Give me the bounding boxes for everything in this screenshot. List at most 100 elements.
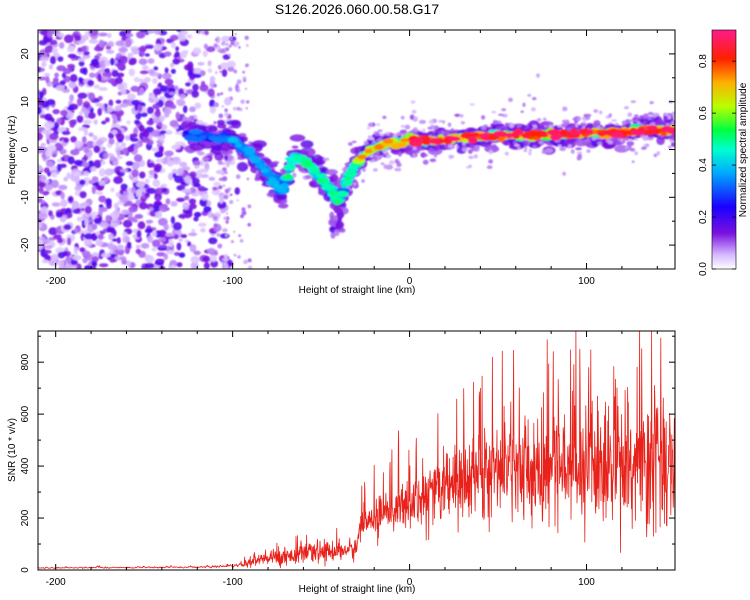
noise-speck	[54, 72, 59, 78]
noise-speck	[178, 214, 187, 219]
signal-halo	[559, 147, 566, 151]
noise-speck	[91, 176, 99, 183]
noise-speck	[247, 222, 251, 227]
noise-speck	[82, 67, 88, 75]
noise-speck	[153, 96, 159, 103]
noise-speck	[70, 149, 80, 156]
noise-speck	[228, 87, 233, 92]
noise-speck	[79, 191, 87, 199]
noise-speck	[105, 214, 111, 223]
signal-halo	[516, 123, 522, 128]
noise-speck	[138, 87, 145, 96]
snr-x-label: Height of straight line (km)	[299, 584, 416, 595]
signal-halo	[543, 124, 548, 128]
noise-speck	[207, 60, 212, 67]
signal-halo	[628, 138, 633, 142]
noise-speck	[151, 231, 157, 237]
signal-halo	[217, 123, 227, 129]
noise-speck	[104, 60, 111, 67]
noise-speck	[245, 107, 248, 110]
signal-core	[427, 138, 441, 144]
signal-halo	[450, 128, 455, 132]
noise-speck	[247, 204, 252, 209]
noise-speck	[228, 53, 231, 57]
signal-halo	[400, 124, 405, 128]
noise-speck	[84, 233, 94, 240]
noise-speck	[46, 144, 57, 153]
spectrogram-x-tick-label: -200	[46, 276, 66, 287]
signal-halo	[396, 163, 402, 167]
noise-speck	[193, 250, 201, 256]
noise-speck	[158, 229, 167, 239]
noise-speck	[82, 53, 91, 59]
noise-speck	[147, 30, 155, 34]
signal-halo	[300, 147, 316, 157]
signal-core	[213, 137, 225, 144]
noise-speck	[222, 157, 225, 161]
noise-speck	[153, 30, 162, 35]
noise-speck	[171, 144, 181, 150]
signal-core	[333, 198, 342, 205]
signal-halo	[412, 146, 417, 151]
noise-speck	[122, 147, 129, 156]
noise-speck	[212, 186, 218, 191]
noise-speck	[148, 207, 154, 212]
noise-speck	[101, 76, 108, 81]
noise-speck	[195, 119, 204, 125]
signal-halo	[272, 161, 280, 165]
noise-speck	[178, 252, 186, 258]
signal-core	[302, 161, 314, 167]
noise-speck	[162, 72, 172, 80]
noise-speck	[87, 79, 94, 87]
noise-speck	[113, 176, 123, 185]
noise-speck	[119, 256, 127, 261]
noise-speck	[67, 63, 76, 69]
noise-speck	[176, 197, 186, 202]
noise-speck	[146, 106, 154, 114]
noise-speck	[247, 265, 253, 269]
noise-speck	[124, 33, 134, 38]
signal-core	[547, 129, 561, 136]
noise-speck	[208, 237, 218, 245]
noise-speck	[134, 214, 144, 219]
noise-speck	[188, 198, 197, 205]
signal-halo	[278, 203, 289, 209]
noise-speck	[217, 243, 223, 249]
noise-speck	[40, 67, 45, 72]
noise-speck	[38, 222, 43, 229]
noise-speck	[79, 247, 86, 253]
noise-speck	[65, 264, 73, 269]
noise-speck	[234, 33, 237, 36]
noise-speck	[241, 207, 246, 212]
signal-halo	[561, 119, 570, 124]
signal-halo	[528, 148, 533, 152]
snr-series-line	[38, 331, 675, 569]
noise-speck	[38, 186, 44, 195]
noise-speck	[239, 239, 244, 243]
noise-speck	[119, 194, 129, 203]
noise-speck	[169, 120, 179, 128]
noise-speck	[200, 193, 209, 201]
noise-speck	[43, 72, 50, 77]
signal-halo	[621, 120, 627, 126]
noise-speck	[219, 197, 225, 203]
signal-halo	[323, 157, 330, 161]
noise-speck	[68, 81, 77, 89]
noise-speck	[200, 159, 205, 167]
noise-speck	[213, 215, 218, 221]
noise-speck	[69, 94, 74, 102]
noise-speck	[84, 103, 90, 109]
noise-speck	[179, 50, 188, 59]
signal-halo	[627, 112, 633, 117]
noise-speck	[43, 37, 51, 44]
noise-speck	[43, 167, 51, 174]
noise-speck	[221, 35, 231, 43]
noise-speck	[39, 174, 47, 183]
noise-speck	[187, 241, 192, 247]
noise-speck	[164, 150, 174, 157]
noise-speck	[203, 262, 210, 269]
noise-speck	[137, 221, 146, 230]
noise-speck	[238, 234, 242, 238]
noise-speck	[135, 248, 141, 255]
noise-speck	[144, 76, 151, 83]
